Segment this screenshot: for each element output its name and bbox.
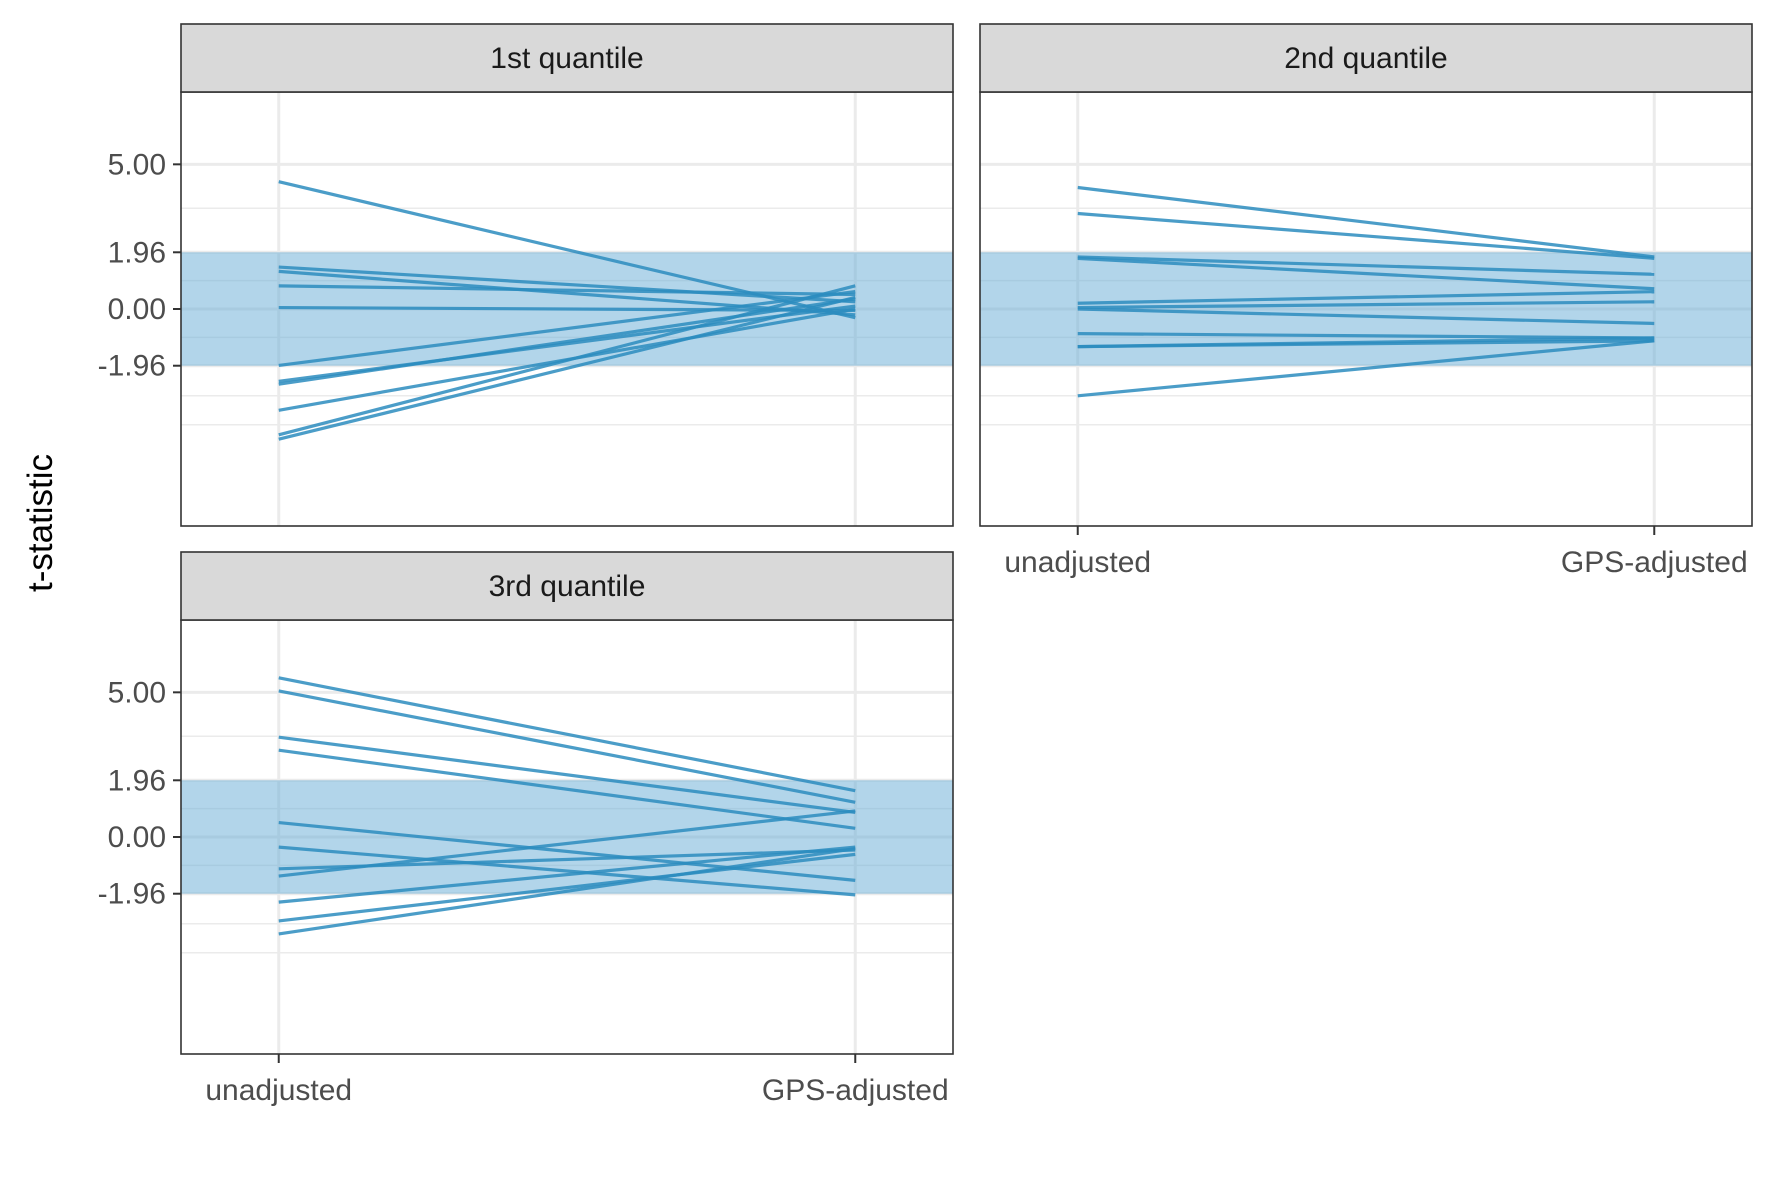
x-tick-label: GPS-adjusted <box>762 1074 949 1107</box>
series-line <box>1077 290 1655 305</box>
series-line <box>278 295 856 441</box>
panel-3: 3rd quantile 5.00 1.96 0.00 -1.96 unadjusted G… <box>98 551 954 1107</box>
panel-1: 1st quantile 5.00 1.96 0.00 -1.96 <box>98 23 954 527</box>
series-line <box>278 265 856 304</box>
y-tick-label: 1.96 <box>108 764 166 797</box>
series-line <box>278 845 856 897</box>
series-line <box>1077 300 1655 310</box>
series-line <box>278 735 856 814</box>
y-tick-label: 1.96 <box>108 236 166 269</box>
facet-strip-label: 3rd quantile <box>489 570 646 603</box>
series-line <box>278 689 856 804</box>
series-line <box>278 284 856 437</box>
series-line <box>278 269 856 317</box>
panels-layer: 1st quantile 5.00 1.96 0.00 -1.96 2nd quantil… <box>98 23 1753 1107</box>
series-line <box>278 820 856 882</box>
y-tick-label: 0.00 <box>108 293 166 326</box>
facet-strip <box>180 551 954 621</box>
series-line <box>1077 307 1655 326</box>
series-line <box>278 845 856 904</box>
series-line <box>278 852 856 923</box>
series-line <box>278 290 856 368</box>
x-tick-label: GPS-adjusted <box>1561 546 1748 579</box>
series-line <box>1077 339 1655 349</box>
facet-strip <box>180 23 954 93</box>
y-tick-label: 5.00 <box>108 676 166 709</box>
x-tick-label: unadjusted <box>1004 546 1151 579</box>
y-tick-label: 5.00 <box>108 148 166 181</box>
series-line <box>278 809 856 878</box>
series-line <box>1077 256 1655 291</box>
y-tick-label: 0.00 <box>108 821 166 854</box>
series-line <box>1077 339 1655 398</box>
y-tick-label: -1.96 <box>98 350 166 383</box>
series-line <box>278 676 856 793</box>
series-line <box>278 846 856 936</box>
series-line <box>1077 185 1655 259</box>
series-line <box>278 297 856 386</box>
y-tick-label: -1.96 <box>98 878 166 911</box>
series-line <box>1077 255 1655 276</box>
facet-strip-label: 2nd quantile <box>1284 42 1447 75</box>
series-line <box>1077 331 1655 340</box>
series-line <box>278 284 856 297</box>
facet-strip <box>979 23 1753 93</box>
series-line <box>1077 211 1655 260</box>
facet-strip-label: 1st quantile <box>490 42 643 75</box>
panel-2: 2nd quantile unadjusted GPS-adjusted <box>979 23 1753 579</box>
series-line <box>278 748 856 830</box>
x-tick-label: unadjusted <box>205 1074 352 1107</box>
y-axis-title: t-statistic <box>21 454 60 592</box>
